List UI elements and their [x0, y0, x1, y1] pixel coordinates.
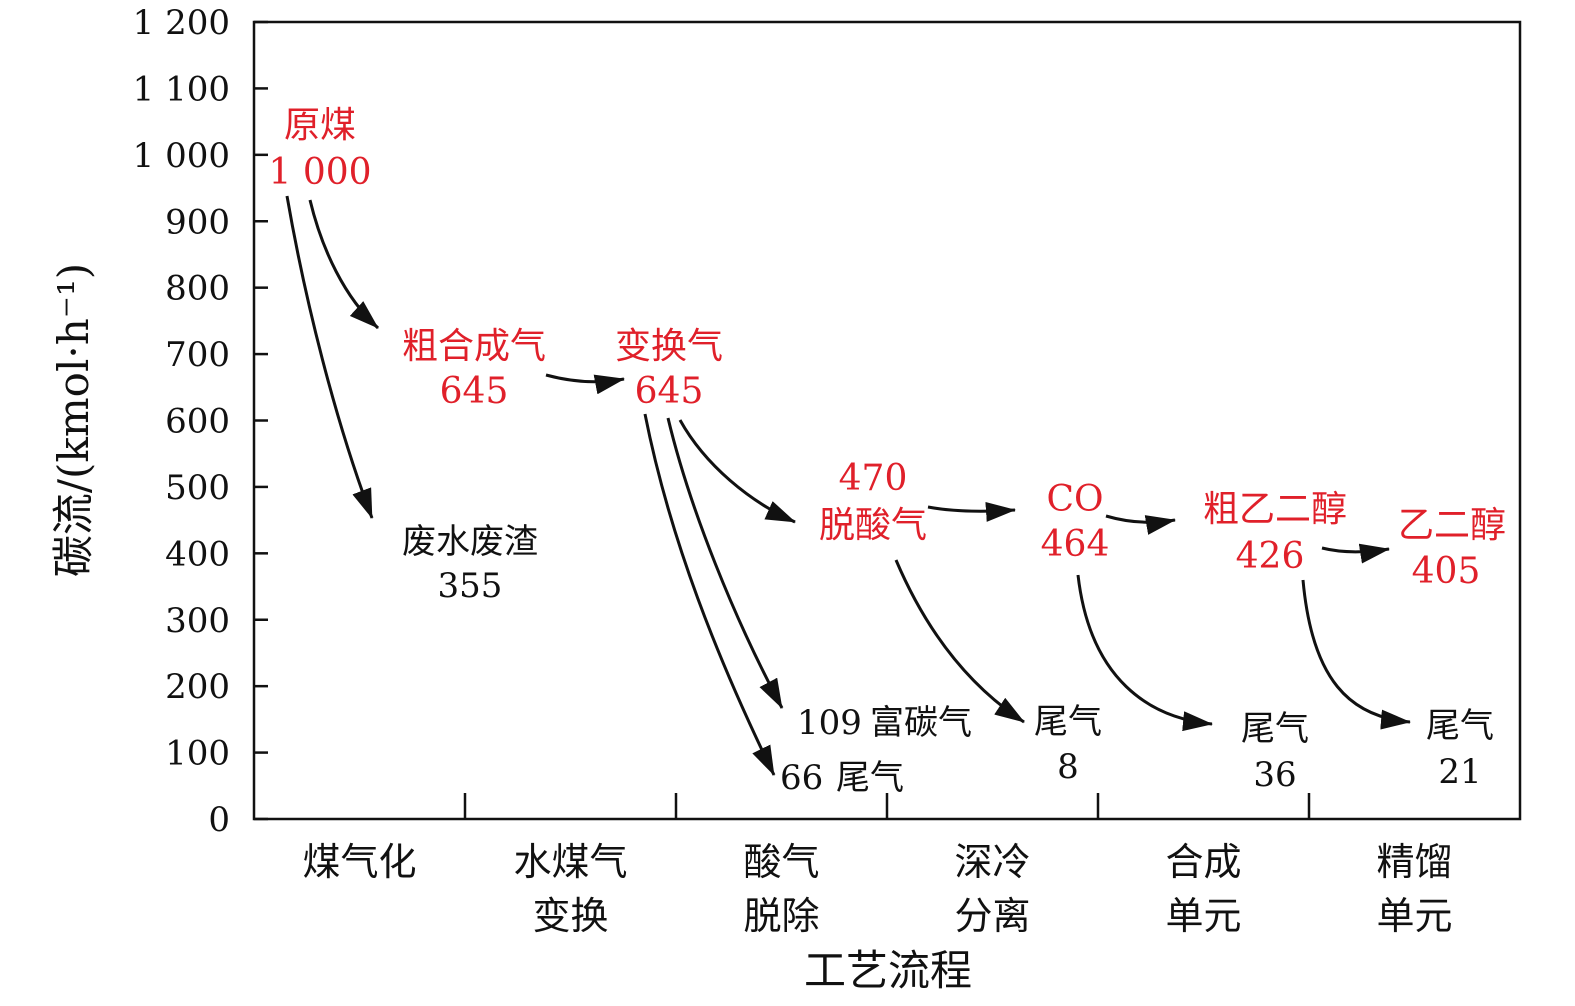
x-axis-title: 工艺流程: [804, 946, 972, 995]
y-tick-label: 900: [165, 202, 230, 242]
arrow-coal-to-waste: [285, 195, 374, 519]
main-node-value: 470: [839, 458, 908, 499]
x-category-label-line2: 脱除: [743, 894, 819, 938]
x-category-label: 深冷: [954, 840, 1030, 884]
y-tick-label: 700: [165, 335, 230, 375]
arrow-acidfree-to-co: [927, 501, 1016, 522]
y-tick-label: 400: [165, 534, 230, 574]
y-tick-label: 600: [165, 402, 230, 442]
x-category-label-line2: 变换: [532, 894, 608, 938]
x-category-label: 合成: [1165, 840, 1241, 884]
arrow-crude-to-meg: [1321, 543, 1390, 564]
main-node-value: 405: [1412, 551, 1481, 592]
y-tick-label: 800: [165, 269, 230, 309]
main-node-value: 645: [635, 371, 704, 412]
main-stream-labels: 原煤 1 000 粗合成气 645 变换气 645 470 脱酸气 CO 464…: [268, 105, 1506, 592]
y-tick-label: 500: [165, 468, 230, 508]
y-tick-label: 0: [208, 800, 230, 840]
y-tick-label: 200: [165, 667, 230, 707]
y-tick-label: 1 200: [133, 3, 230, 43]
y-tick-label: 1 100: [133, 69, 230, 109]
arrow-crude-to-tailgas: [1301, 579, 1411, 730]
y-axis-title: 碳流/(kmol·h⁻¹): [49, 263, 98, 577]
arrow-shift-to-acidfree: [678, 419, 796, 524]
x-category-label-line2: 单元: [1376, 894, 1452, 938]
main-node-value: 464: [1041, 524, 1110, 565]
y-axis: 0 100 200 300 400 500 600 700 800 900 1 000 1 100 1 …: [133, 3, 268, 840]
main-node-value: 426: [1236, 536, 1305, 577]
side-node-name: 尾气: [836, 758, 904, 798]
main-node-name: 变换气: [615, 326, 723, 367]
arrow-syngas-to-shift: [545, 373, 625, 395]
side-node-name: 尾气: [1426, 706, 1494, 746]
main-node-name: 粗合成气: [402, 326, 546, 367]
side-node-value: 21: [1438, 752, 1481, 792]
side-node-value: 66: [780, 758, 823, 798]
arrow-shift-to-richgas: [666, 417, 784, 709]
side-node-name: 尾气: [1034, 702, 1102, 742]
main-node-name: 乙二醇: [1398, 505, 1506, 546]
main-node-name: 脱酸气: [819, 505, 927, 546]
main-node-value: 645: [440, 371, 509, 412]
side-node-value: 36: [1253, 755, 1296, 795]
main-node-name: 粗乙二醇: [1203, 489, 1347, 530]
main-node-name: CO: [1046, 479, 1103, 520]
x-category-label: 煤气化: [302, 840, 416, 884]
side-node-value: 355: [438, 566, 503, 606]
x-category-label: 酸气: [743, 840, 819, 884]
main-node-value: 1 000: [268, 152, 371, 193]
arrow-shift-to-tailgas: [643, 413, 776, 776]
side-node-name: 废水废渣: [402, 522, 538, 562]
flow-arrows: [285, 195, 1411, 776]
arrow-coal-to-syngas: [308, 199, 380, 330]
y-tick-label: 100: [165, 734, 230, 774]
side-node-name: 富碳气: [870, 703, 972, 743]
x-category-label-line2: 分离: [954, 894, 1030, 938]
y-tick-label: 300: [165, 601, 230, 641]
x-category-label: 精馏: [1376, 840, 1452, 884]
side-stream-labels: 废水废渣 355 109 富碳气 66 尾气 尾气 8 尾气 36 尾气 21: [402, 522, 1494, 798]
x-category-label-line2: 单元: [1165, 894, 1241, 938]
side-node-value: 109: [797, 703, 862, 743]
main-node-name: 原煤: [284, 105, 356, 146]
arrow-co-to-crude: [1105, 514, 1176, 535]
arrow-co-to-tailgas: [1076, 574, 1213, 732]
x-category-label: 水煤气: [513, 840, 627, 884]
side-node-name: 尾气: [1241, 709, 1309, 749]
side-node-value: 8: [1057, 747, 1079, 787]
arrow-acidfree-to-tailgas: [894, 559, 1025, 724]
plot-frame: [252, 20, 1522, 821]
y-tick-label: 1 000: [133, 136, 230, 176]
